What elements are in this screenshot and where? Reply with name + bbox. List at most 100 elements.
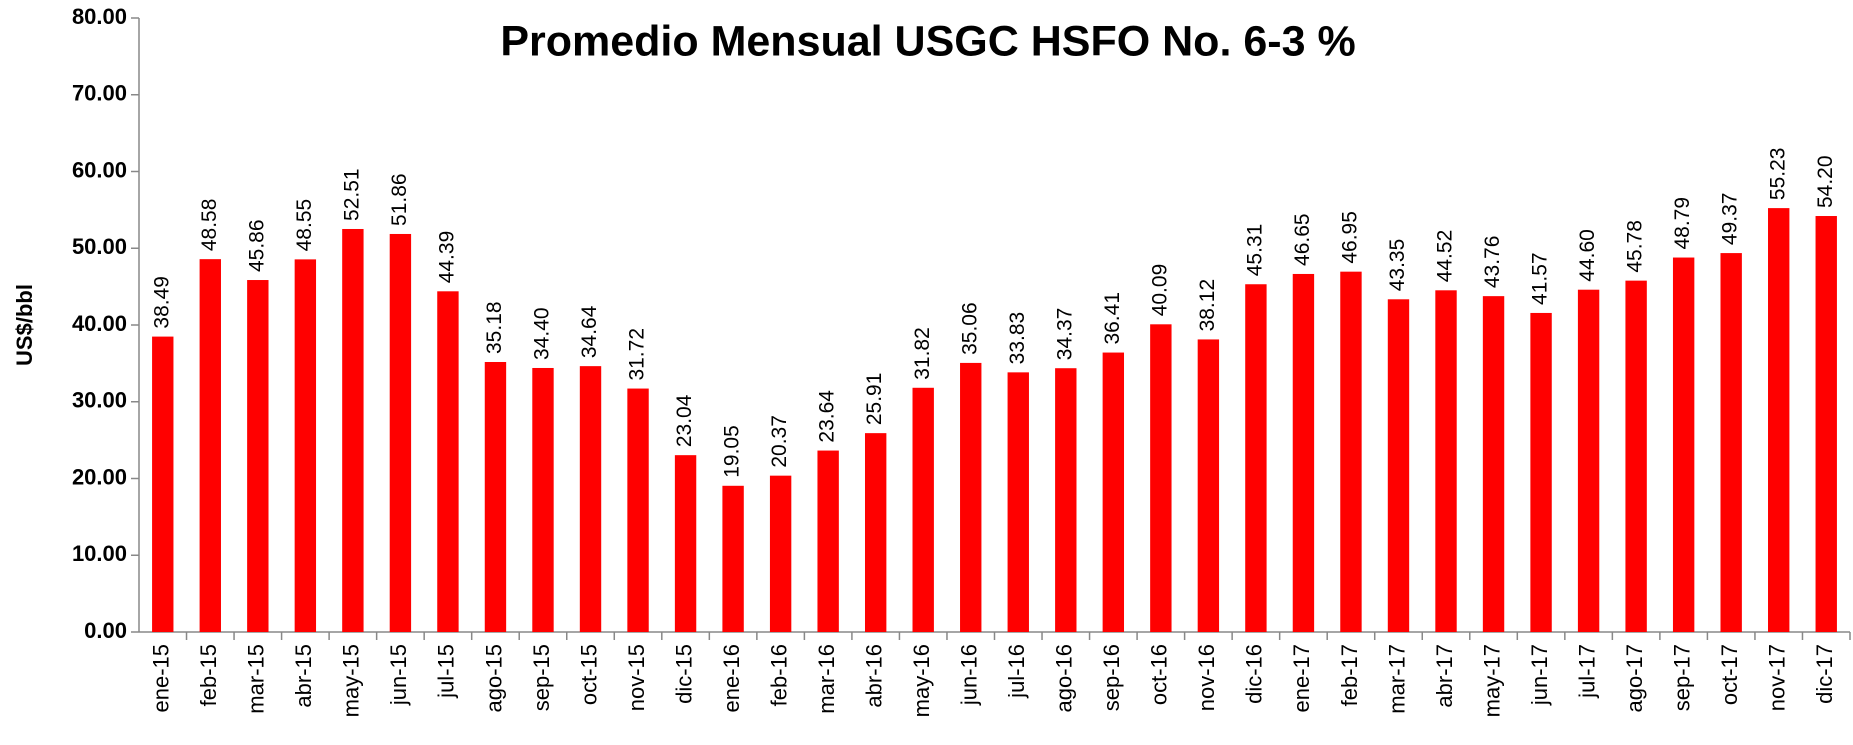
x-tick-label: may-17 <box>1479 644 1504 717</box>
x-tick-label: dic-17 <box>1812 644 1837 704</box>
data-label: 54.20 <box>1814 155 1837 208</box>
x-tick-label: oct-15 <box>576 644 601 705</box>
bar <box>1055 368 1077 632</box>
x-tick-label: oct-17 <box>1717 644 1742 705</box>
bar <box>342 228 364 632</box>
bar <box>1150 324 1172 632</box>
data-label: 40.09 <box>1148 264 1171 317</box>
bar <box>389 233 412 633</box>
y-tick-label: 50.00 <box>72 234 127 259</box>
x-tick-label: ago-16 <box>1052 644 1077 713</box>
bar <box>817 450 839 632</box>
x-tick-label: jul-17 <box>1574 644 1599 699</box>
bar <box>1292 273 1315 632</box>
bar <box>199 259 221 632</box>
data-label: 20.37 <box>768 415 791 468</box>
data-label: 31.82 <box>911 327 934 380</box>
x-tick-label: nov-17 <box>1765 644 1790 711</box>
bar <box>1720 253 1742 632</box>
bar <box>722 485 744 632</box>
bar <box>1625 280 1647 632</box>
bar <box>1577 289 1600 632</box>
data-label: 48.55 <box>293 199 316 252</box>
bar <box>152 336 174 632</box>
x-tick-label: jun-17 <box>1527 644 1552 706</box>
y-tick-label: 60.00 <box>72 157 127 182</box>
data-label: 55.23 <box>1766 148 1789 201</box>
bar <box>769 475 792 632</box>
data-label: 41.57 <box>1529 252 1552 305</box>
y-tick-label: 70.00 <box>72 81 127 106</box>
bar <box>247 280 269 632</box>
data-label: 46.65 <box>1291 213 1314 266</box>
bar <box>437 291 459 632</box>
y-axis-label: US$/bbl <box>12 284 37 366</box>
x-tick-label: abr-15 <box>291 644 316 708</box>
y-tick-label: 40.00 <box>72 311 127 336</box>
bar <box>532 367 554 632</box>
x-tick-label: jun-15 <box>386 644 411 706</box>
data-label: 44.60 <box>1576 229 1599 282</box>
bar <box>674 455 697 632</box>
bar <box>1815 216 1837 632</box>
data-label: 34.40 <box>531 307 554 360</box>
x-tick-label: dic-15 <box>671 644 696 704</box>
x-tick-label: feb-16 <box>766 644 791 706</box>
bar <box>1672 257 1695 632</box>
data-label: 33.83 <box>1006 312 1029 365</box>
x-tick-label: mar-17 <box>1384 644 1409 714</box>
y-tick-label: 20.00 <box>72 464 127 489</box>
data-label: 45.78 <box>1624 220 1647 273</box>
data-label: 19.05 <box>721 425 744 478</box>
data-label: 51.86 <box>388 173 411 226</box>
x-tick-label: ago-15 <box>481 644 506 713</box>
x-tick-label: feb-15 <box>196 644 221 706</box>
x-tick-label: abr-17 <box>1432 644 1457 708</box>
data-label: 31.72 <box>626 328 649 381</box>
x-tick-label: feb-17 <box>1337 644 1362 706</box>
x-tick-label: sep-16 <box>1099 644 1124 711</box>
data-label: 44.52 <box>1434 230 1457 283</box>
data-label: 45.86 <box>245 219 268 272</box>
x-tick-label: ene-16 <box>719 644 744 713</box>
x-tick-label: dic-16 <box>1242 644 1267 704</box>
bar <box>1768 208 1790 633</box>
x-tick-label: sep-17 <box>1669 644 1694 711</box>
bar <box>1102 352 1125 632</box>
bar <box>627 388 649 632</box>
bar <box>1387 299 1410 632</box>
x-tick-label: jul-15 <box>434 644 459 699</box>
x-tick-label: ago-17 <box>1622 644 1647 713</box>
x-tick-label: mar-16 <box>814 644 839 714</box>
bar <box>294 259 317 632</box>
bar <box>1530 312 1552 632</box>
data-label: 43.35 <box>1386 239 1409 292</box>
x-tick-label: may-16 <box>909 644 934 717</box>
x-tick-label: ene-17 <box>1289 644 1314 713</box>
bar <box>1340 271 1362 632</box>
data-label: 48.58 <box>198 199 221 252</box>
chart-title: Promedio Mensual USGC HSFO No. 6-3 % <box>500 17 1355 65</box>
data-label: 23.04 <box>673 394 696 447</box>
bar <box>484 361 507 632</box>
data-label: 36.41 <box>1101 292 1124 345</box>
data-label: 43.76 <box>1481 236 1504 289</box>
bar <box>864 433 887 632</box>
bar <box>1245 284 1267 632</box>
bar <box>1482 296 1505 632</box>
x-tick-label: jun-16 <box>957 644 982 706</box>
data-label: 48.79 <box>1671 197 1694 250</box>
bar <box>960 362 982 632</box>
y-tick-label: 80.00 <box>72 4 127 29</box>
data-label: 38.12 <box>1196 279 1219 332</box>
x-tick-label: nov-15 <box>624 644 649 711</box>
data-label: 34.64 <box>578 305 601 358</box>
y-tick-label: 0.00 <box>84 618 127 643</box>
data-label: 52.51 <box>340 168 363 221</box>
data-label: 45.31 <box>1243 224 1266 277</box>
bar <box>1197 339 1220 632</box>
y-tick-label: 10.00 <box>72 541 127 566</box>
bar <box>579 366 602 632</box>
data-label: 49.37 <box>1719 193 1742 246</box>
x-tick-label: sep-15 <box>529 644 554 711</box>
